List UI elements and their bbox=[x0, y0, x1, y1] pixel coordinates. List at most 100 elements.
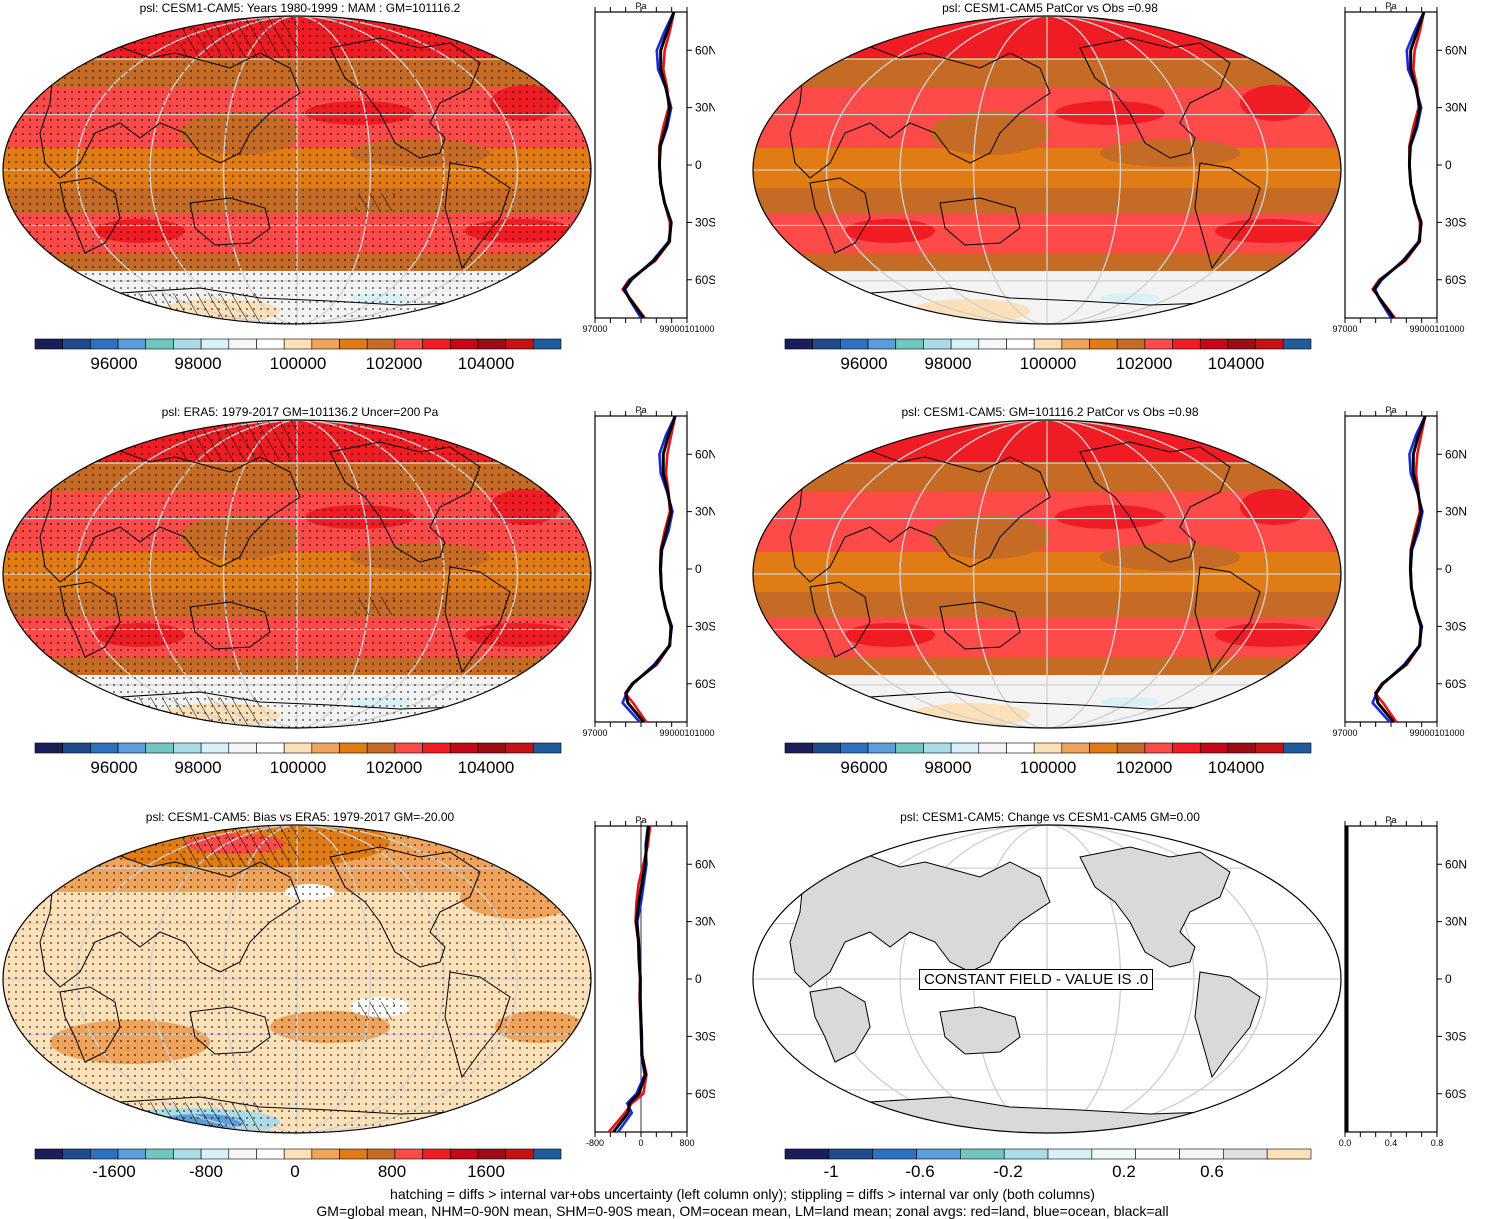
colorbar-swatch bbox=[1136, 1149, 1180, 1159]
colorbar-swatch bbox=[1145, 743, 1173, 753]
hatching-overlay bbox=[355, 1002, 395, 1020]
colorbar-swatch bbox=[229, 339, 257, 349]
cbar3-label: 96000 bbox=[90, 758, 137, 778]
zonal-series-land bbox=[1373, 12, 1424, 318]
colorbar-swatch bbox=[118, 339, 146, 349]
colorbar-swatch bbox=[1062, 339, 1090, 349]
zonal-x-label: 0.4 bbox=[1385, 1138, 1398, 1148]
constant-field-label: CONSTANT FIELD - VALUE IS .0 bbox=[919, 969, 1153, 990]
colorbar-swatch bbox=[367, 743, 395, 753]
colorbar-swatch bbox=[173, 339, 201, 349]
contour-cell bbox=[845, 219, 935, 243]
colorbar-swatch bbox=[979, 339, 1007, 349]
colorbar-swatch bbox=[450, 743, 478, 753]
colorbar-swatch bbox=[1228, 339, 1256, 349]
colorbar-swatch bbox=[1034, 743, 1062, 753]
colorbar-swatch bbox=[201, 339, 229, 349]
colorbar-swatch bbox=[312, 743, 340, 753]
colorbar-swatch bbox=[256, 1149, 284, 1159]
colorbar-swatch bbox=[813, 339, 841, 349]
cbar1-label: 104000 bbox=[458, 354, 515, 374]
colorbar-swatch bbox=[229, 1149, 257, 1159]
zonal-lat-label: 60N bbox=[1445, 857, 1467, 871]
colorbar-swatch bbox=[478, 1149, 506, 1159]
colorbar-swatch bbox=[1145, 339, 1173, 349]
zonal-lat-label: 0 bbox=[695, 158, 702, 172]
colorbar-swatch bbox=[173, 743, 201, 753]
contour-cell bbox=[1055, 505, 1165, 529]
colorbar-swatch bbox=[785, 743, 813, 753]
colorbar-swatch bbox=[533, 743, 561, 753]
cbar4-label: 96000 bbox=[840, 758, 887, 778]
cbar3-label: 104000 bbox=[458, 758, 515, 778]
colorbar-swatch bbox=[478, 743, 506, 753]
colorbar-swatch bbox=[1256, 743, 1284, 753]
zonal-series-ocean bbox=[1375, 12, 1424, 318]
contour-cell bbox=[1215, 219, 1325, 243]
zonal-lat-label: 60S bbox=[695, 1087, 715, 1101]
colorbar-swatch bbox=[533, 1149, 561, 1159]
colorbar-swatch bbox=[256, 339, 284, 349]
colorbar-swatch bbox=[63, 1149, 91, 1159]
cbar4-label: 98000 bbox=[924, 758, 971, 778]
zonal-lat-label: 30S bbox=[1445, 619, 1466, 633]
colorbar-swatch bbox=[813, 743, 841, 753]
zonal-frame bbox=[1345, 826, 1437, 1132]
colorbar-1 bbox=[34, 338, 562, 350]
zonal-lat-label: 30N bbox=[695, 101, 715, 115]
colorbar-swatch bbox=[90, 743, 118, 753]
colorbar-swatch bbox=[229, 743, 257, 753]
colorbar-6 bbox=[784, 1148, 1312, 1160]
colorbar-swatch bbox=[1200, 339, 1228, 349]
zonal-series-all bbox=[613, 826, 648, 1132]
cbar1-label: 102000 bbox=[366, 354, 423, 374]
colorbar-swatch bbox=[146, 743, 174, 753]
colorbar-swatch bbox=[1034, 339, 1062, 349]
colorbar-swatch bbox=[423, 339, 451, 349]
zonal-lat-label: 30S bbox=[1445, 215, 1466, 229]
colorbar-swatch bbox=[829, 1149, 873, 1159]
colorbar-swatch bbox=[1006, 743, 1034, 753]
cbar1-label: 98000 bbox=[174, 354, 221, 374]
zonal-x-label: 0 bbox=[638, 1138, 643, 1148]
colorbar-swatch bbox=[533, 339, 561, 349]
cbar6-label: 0.2 bbox=[1112, 1162, 1136, 1182]
colorbar-swatch bbox=[146, 1149, 174, 1159]
colorbar-swatch bbox=[1004, 1149, 1048, 1159]
zonal-lat-label: 0 bbox=[695, 972, 702, 986]
zonal-series-land bbox=[625, 416, 675, 722]
zonal-x-label: 800 bbox=[679, 1138, 694, 1148]
zonal-series-land bbox=[623, 12, 674, 318]
colorbar-swatch bbox=[478, 339, 506, 349]
cbar5-label: 800 bbox=[378, 1162, 406, 1182]
zonal-lat-label: 60N bbox=[1445, 43, 1467, 57]
colorbar-swatch bbox=[1256, 339, 1284, 349]
zonal-series-all bbox=[624, 12, 674, 318]
colorbar-swatch bbox=[840, 743, 868, 753]
zonal-lat-label: 60S bbox=[1445, 1087, 1466, 1101]
hatching-overlay bbox=[130, 1102, 260, 1142]
colorbar-swatch bbox=[35, 743, 63, 753]
zonal-lat-label: 60N bbox=[695, 857, 715, 871]
cbar6-label: -0.2 bbox=[993, 1162, 1022, 1182]
zonal-x-label: -800 bbox=[586, 1138, 604, 1148]
cbar5-label: -800 bbox=[189, 1162, 223, 1182]
colorbar-swatch bbox=[284, 1149, 312, 1159]
zonal-lat-label: 30N bbox=[1445, 915, 1467, 929]
zonal-lat-label: 60N bbox=[695, 447, 715, 461]
colorbar-swatch bbox=[35, 339, 63, 349]
contour-cell bbox=[845, 623, 935, 647]
cbar3-label: 100000 bbox=[270, 758, 327, 778]
cbar4-label: 100000 bbox=[1020, 758, 1077, 778]
colorbar-swatch bbox=[423, 1149, 451, 1159]
colorbar-swatch bbox=[506, 743, 534, 753]
zonal-lat-label: 30S bbox=[695, 215, 715, 229]
zonal-series-land bbox=[1375, 416, 1425, 722]
zonal-x-label: 99000101000 bbox=[1409, 324, 1464, 334]
colorbar-swatch bbox=[1223, 1149, 1267, 1159]
cbar2-label: 98000 bbox=[924, 354, 971, 374]
colorbar-4 bbox=[784, 742, 1312, 754]
